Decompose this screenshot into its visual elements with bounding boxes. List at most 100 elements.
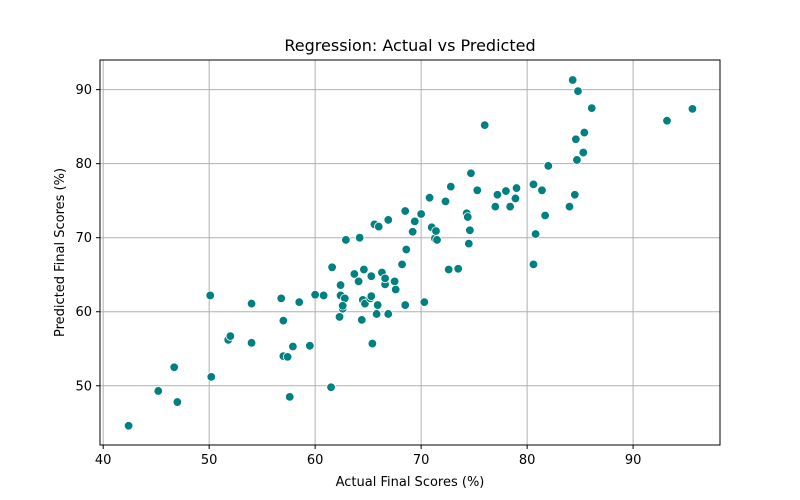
x-axis-label: Actual Final Scores (%)	[336, 475, 485, 490]
data-point	[571, 134, 581, 144]
data-point	[318, 290, 329, 301]
data-point	[225, 331, 236, 341]
y-axis-label: Predicted Final Scores (%)	[53, 168, 68, 337]
data-point	[380, 273, 390, 284]
data-point	[383, 309, 393, 319]
data-point	[305, 341, 315, 351]
data-point	[383, 215, 393, 225]
data-point	[480, 120, 490, 130]
data-point	[390, 284, 401, 295]
data-point	[407, 227, 418, 237]
data-point	[372, 300, 383, 310]
x-tick-label: 80	[519, 453, 536, 468]
data-point	[294, 297, 304, 307]
y-tick-label: 70	[75, 231, 92, 246]
data-point	[153, 386, 163, 396]
data-point	[397, 259, 407, 270]
data-point	[564, 201, 575, 212]
x-tick-label: 50	[201, 453, 218, 468]
data-point	[465, 225, 475, 235]
data-point	[573, 86, 583, 96]
data-point	[334, 312, 345, 322]
data-point	[278, 315, 289, 326]
x-tick-label: 40	[95, 453, 112, 468]
data-point	[432, 235, 442, 245]
data-point	[389, 276, 400, 287]
data-point	[419, 297, 430, 307]
data-point	[172, 397, 183, 407]
data-point	[367, 338, 378, 349]
data-point	[528, 179, 539, 190]
data-point	[492, 190, 503, 200]
x-tick-label: 90	[625, 453, 642, 468]
data-point	[335, 280, 346, 290]
data-point	[169, 362, 179, 372]
data-point	[123, 421, 134, 431]
data-point	[282, 352, 293, 362]
data-point	[285, 392, 295, 402]
data-point	[424, 193, 435, 203]
data-point	[543, 161, 554, 171]
data-point	[510, 193, 521, 204]
data-point	[443, 264, 454, 275]
data-point	[410, 216, 420, 227]
data-point	[341, 235, 351, 245]
data-point	[326, 382, 336, 392]
data-point	[505, 201, 515, 212]
x-tick-label: 70	[413, 453, 430, 468]
data-point	[579, 127, 590, 138]
data-point	[530, 229, 541, 239]
data-point	[374, 221, 384, 232]
data-point	[354, 232, 365, 243]
y-tick-label: 50	[75, 379, 92, 394]
data-point	[359, 264, 369, 275]
data-point	[357, 315, 367, 325]
data-point	[567, 75, 578, 85]
axis-ticks: 40 50 60 70 80 90 50 60 70 80 90	[75, 83, 641, 468]
data-point	[400, 300, 410, 310]
data-point	[570, 190, 580, 200]
data-point	[400, 206, 410, 216]
data-point	[587, 103, 597, 113]
data-point	[366, 291, 377, 301]
y-tick-label: 90	[75, 83, 92, 98]
data-point	[353, 276, 364, 287]
data-point	[401, 244, 411, 255]
data-point	[205, 290, 215, 301]
data-point	[366, 271, 377, 281]
data-point	[246, 338, 257, 348]
data-point	[490, 201, 501, 212]
data-point	[453, 264, 463, 274]
data-point	[464, 238, 474, 249]
data-point	[416, 209, 426, 219]
data-point	[466, 168, 476, 178]
data-point	[528, 259, 539, 270]
chart-title: Regression: Actual vs Predicted	[284, 36, 535, 55]
x-tick-label: 60	[307, 453, 324, 468]
data-point	[288, 341, 298, 352]
data-point	[246, 298, 257, 309]
y-tick-label: 60	[75, 305, 92, 320]
data-point	[662, 116, 672, 126]
data-point	[440, 196, 451, 207]
data-point	[276, 293, 286, 304]
data-point	[472, 185, 482, 196]
y-tick-label: 80	[75, 157, 92, 172]
data-point	[349, 269, 360, 279]
data-point	[463, 212, 473, 222]
data-point	[501, 186, 511, 196]
data-point	[537, 185, 547, 196]
data-point	[338, 301, 348, 311]
data-points	[123, 75, 698, 431]
data-point	[687, 104, 698, 114]
plot-frame	[99, 59, 721, 446]
data-point	[446, 181, 456, 192]
data-point	[371, 309, 382, 319]
data-point	[310, 290, 320, 300]
data-point	[206, 372, 216, 382]
grid	[100, 60, 720, 445]
data-point	[578, 147, 588, 158]
